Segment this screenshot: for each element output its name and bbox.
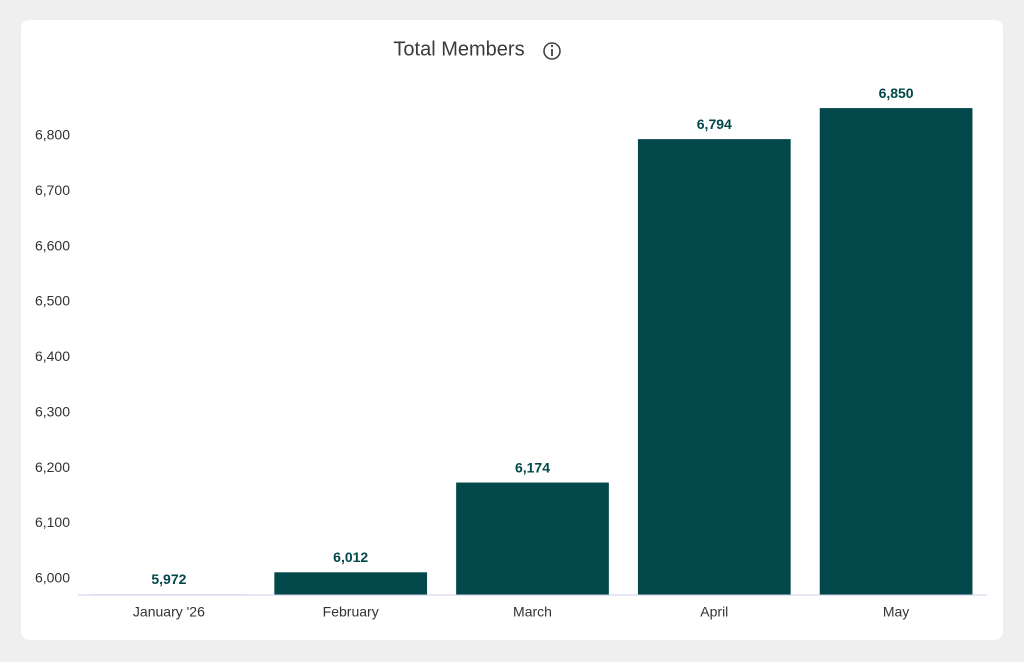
y-tick-label: 6,800 (35, 126, 70, 142)
bar (274, 572, 428, 595)
chart-title: Total Members (393, 38, 524, 60)
value-label: 5,972 (151, 571, 186, 587)
y-tick-label: 6,600 (35, 237, 70, 253)
value-label: 6,794 (697, 116, 732, 132)
y-tick-label: 6,100 (35, 514, 70, 530)
y-tick-label: 6,200 (35, 459, 70, 475)
bar (819, 108, 973, 596)
value-label: 6,012 (333, 549, 368, 565)
x-tick-label: January '26 (133, 604, 205, 620)
y-tick-label: 6,500 (35, 293, 70, 309)
bar (456, 482, 609, 595)
bar (637, 139, 791, 596)
value-label: 6,174 (515, 459, 550, 475)
y-tick-label: 6,000 (35, 570, 70, 586)
x-tick-label: April (700, 604, 728, 620)
value-label: 6,850 (879, 85, 914, 101)
x-tick-label: May (883, 604, 909, 620)
y-tick-label: 6,300 (35, 403, 70, 419)
info-icon[interactable] (543, 42, 561, 60)
x-tick-label: February (323, 604, 379, 620)
y-tick-label: 6,400 (35, 348, 70, 364)
x-tick-label: March (513, 604, 552, 620)
y-tick-label: 6,700 (35, 182, 70, 198)
